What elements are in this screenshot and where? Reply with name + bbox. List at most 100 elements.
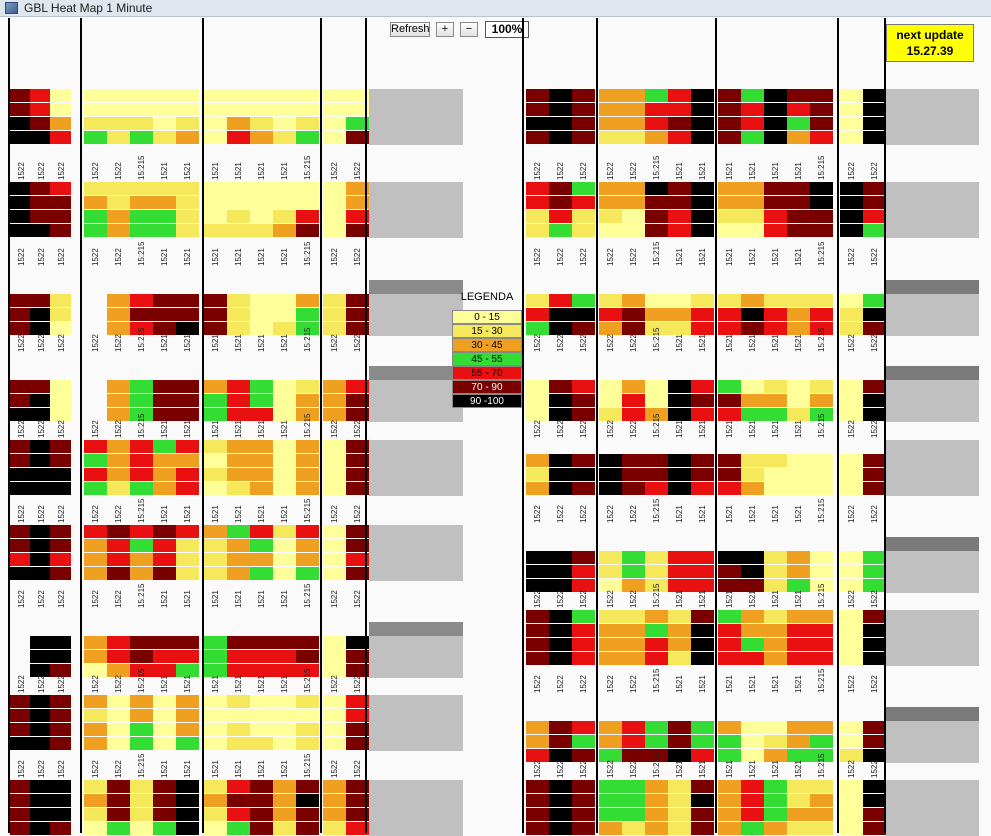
heat-cell[interactable]	[107, 182, 130, 195]
heat-cell[interactable]	[323, 294, 346, 307]
heat-cell[interactable]	[84, 567, 107, 580]
heat-cell[interactable]	[863, 610, 886, 623]
heat-cell[interactable]	[30, 622, 51, 635]
heat-cell[interactable]	[718, 468, 741, 481]
heat-cell[interactable]	[741, 610, 764, 623]
heat-cell[interactable]	[691, 808, 714, 821]
heat-cell[interactable]	[668, 721, 691, 734]
heat-cell[interactable]	[84, 622, 107, 635]
heat-cell[interactable]	[50, 539, 71, 552]
heat-cell[interactable]	[668, 537, 691, 550]
heat-cell[interactable]	[526, 468, 549, 481]
heat-cell[interactable]	[572, 117, 595, 130]
heat-cell[interactable]	[863, 408, 886, 421]
heat-cell[interactable]	[296, 482, 319, 495]
heat-cell[interactable]	[526, 408, 549, 421]
heat-cell[interactable]	[741, 721, 764, 734]
heat-cell[interactable]	[107, 709, 130, 722]
heat-cell[interactable]	[30, 780, 51, 793]
heat-cell[interactable]	[572, 652, 595, 665]
heat-cell[interactable]	[787, 408, 810, 421]
heat-cell[interactable]	[273, 308, 296, 321]
heat-cell[interactable]	[84, 525, 107, 538]
heat-cell[interactable]	[549, 440, 572, 453]
heat-cell[interactable]	[810, 579, 833, 592]
heat-cell[interactable]	[323, 723, 346, 736]
heat-cell[interactable]	[50, 723, 71, 736]
heat-cell[interactable]	[250, 622, 273, 635]
heat-cell[interactable]	[863, 224, 886, 237]
heat-cell[interactable]	[84, 468, 107, 481]
heat-cell[interactable]	[323, 525, 346, 538]
heat-cell[interactable]	[526, 394, 549, 407]
heat-cell[interactable]	[840, 210, 863, 223]
heat-cell[interactable]	[787, 380, 810, 393]
heat-cell[interactable]	[863, 565, 886, 578]
heat-cell[interactable]	[741, 131, 764, 144]
heat-cell[interactable]	[296, 794, 319, 807]
heat-cell[interactable]	[84, 366, 107, 379]
heat-cell[interactable]	[346, 196, 369, 209]
heat-cell[interactable]	[572, 89, 595, 102]
heat-cell[interactable]	[526, 610, 549, 623]
heat-cell[interactable]	[296, 664, 319, 677]
heat-cell[interactable]	[30, 408, 51, 421]
heat-cell[interactable]	[526, 440, 549, 453]
heat-cell[interactable]	[840, 652, 863, 665]
heat-cell[interactable]	[204, 224, 227, 237]
heat-cell[interactable]	[176, 394, 199, 407]
heat-cell[interactable]	[863, 468, 886, 481]
heat-cell[interactable]	[323, 440, 346, 453]
heat-cell[interactable]	[764, 707, 787, 720]
heat-cell[interactable]	[787, 735, 810, 748]
heat-cell[interactable]	[863, 551, 886, 564]
heat-cell[interactable]	[227, 482, 250, 495]
heat-cell[interactable]	[296, 196, 319, 209]
heat-cell[interactable]	[323, 650, 346, 663]
heat-cell[interactable]	[176, 117, 199, 130]
heat-cell[interactable]	[176, 780, 199, 793]
heat-cell[interactable]	[153, 553, 176, 566]
heat-cell[interactable]	[50, 366, 71, 379]
heat-cell[interactable]	[599, 468, 622, 481]
heat-cell[interactable]	[668, 735, 691, 748]
heat-cell[interactable]	[227, 525, 250, 538]
heat-cell[interactable]	[176, 525, 199, 538]
heat-cell[interactable]	[764, 482, 787, 495]
heat-cell[interactable]	[50, 294, 71, 307]
heat-cell[interactable]	[599, 394, 622, 407]
heat-cell[interactable]	[107, 380, 130, 393]
heat-cell[interactable]	[645, 103, 668, 116]
heat-cell[interactable]	[107, 196, 130, 209]
heat-cell[interactable]	[250, 567, 273, 580]
heat-cell[interactable]	[549, 131, 572, 144]
heat-cell[interactable]	[250, 308, 273, 321]
heat-cell[interactable]	[622, 707, 645, 720]
heat-cell[interactable]	[153, 709, 176, 722]
heat-cell[interactable]	[741, 308, 764, 321]
heat-cell[interactable]	[549, 652, 572, 665]
heat-cell[interactable]	[10, 539, 31, 552]
heat-cell[interactable]	[10, 567, 31, 580]
heat-cell[interactable]	[30, 794, 51, 807]
heat-cell[interactable]	[599, 735, 622, 748]
heat-cell[interactable]	[741, 454, 764, 467]
heat-cell[interactable]	[622, 394, 645, 407]
heat-cell[interactable]	[549, 117, 572, 130]
heat-cell[interactable]	[227, 394, 250, 407]
heat-cell[interactable]	[296, 737, 319, 750]
heat-cell[interactable]	[572, 224, 595, 237]
heat-cell[interactable]	[107, 322, 130, 335]
heat-cell[interactable]	[130, 468, 153, 481]
heat-cell[interactable]	[622, 117, 645, 130]
heat-cell[interactable]	[84, 794, 107, 807]
heat-cell[interactable]	[691, 440, 714, 453]
heat-cell[interactable]	[346, 103, 369, 116]
heat-cell[interactable]	[204, 664, 227, 677]
heat-cell[interactable]	[764, 89, 787, 102]
heat-cell[interactable]	[622, 380, 645, 393]
heat-cell[interactable]	[599, 780, 622, 793]
heat-cell[interactable]	[176, 380, 199, 393]
heat-cell[interactable]	[718, 440, 741, 453]
heat-cell[interactable]	[346, 650, 369, 663]
